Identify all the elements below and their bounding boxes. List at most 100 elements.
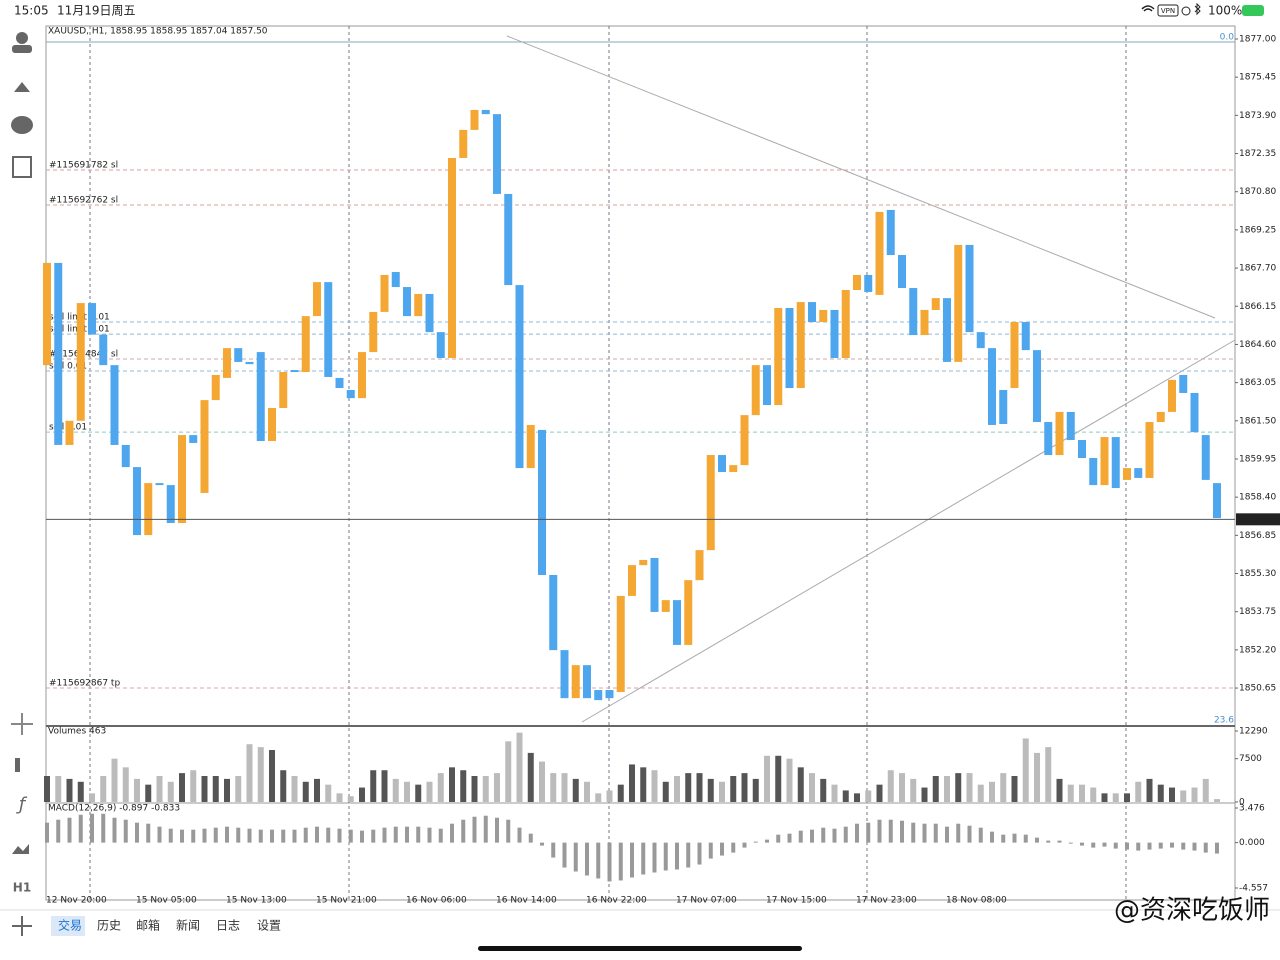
volume-bar bbox=[134, 778, 140, 802]
candle bbox=[1201, 435, 1210, 480]
macd-bar bbox=[607, 842, 612, 882]
trade-icon[interactable] bbox=[14, 82, 30, 92]
candle bbox=[324, 282, 333, 377]
macd-bar bbox=[1001, 834, 1006, 843]
candle bbox=[673, 600, 681, 645]
macd-bar bbox=[663, 842, 668, 871]
macd-bar bbox=[911, 822, 916, 843]
volume-bar bbox=[381, 770, 388, 802]
volume-bar bbox=[797, 767, 804, 802]
volume-bar bbox=[89, 793, 95, 802]
candle bbox=[560, 650, 569, 699]
candle bbox=[1066, 411, 1075, 441]
lock-icon bbox=[1181, 6, 1191, 16]
tab[interactable]: 邮箱 bbox=[136, 918, 160, 933]
y-tick-label: 1864.60 bbox=[1239, 340, 1276, 350]
volume-bar bbox=[224, 778, 230, 802]
volume-bar bbox=[584, 781, 590, 802]
candle bbox=[425, 293, 434, 333]
y-tick-label: 1852.20 bbox=[1239, 645, 1276, 655]
tab[interactable]: 历史 bbox=[97, 919, 121, 933]
volume-bar bbox=[269, 750, 275, 802]
y-tick-label: 1870.80 bbox=[1239, 187, 1276, 197]
chat-icon[interactable] bbox=[11, 116, 33, 134]
candle bbox=[751, 365, 760, 416]
volume-bar bbox=[1191, 787, 1198, 802]
tab[interactable]: 设置 bbox=[257, 919, 281, 933]
volume-bar bbox=[235, 776, 242, 802]
volume-bar bbox=[1101, 793, 1108, 802]
candle bbox=[549, 574, 558, 651]
chart-type-icon[interactable] bbox=[15, 758, 20, 772]
candle bbox=[1123, 468, 1131, 480]
account-icon[interactable] bbox=[16, 32, 28, 44]
macd-bar bbox=[56, 819, 61, 843]
volume-bar bbox=[685, 773, 692, 802]
add-button[interactable] bbox=[12, 916, 32, 936]
wifi-icon bbox=[1141, 5, 1155, 12]
candle bbox=[1168, 379, 1176, 412]
macd-bar bbox=[315, 826, 319, 843]
volume-bar bbox=[865, 790, 872, 802]
volume-bar bbox=[302, 781, 309, 802]
volume-bar bbox=[516, 732, 523, 802]
volume-bar bbox=[347, 796, 354, 802]
candle bbox=[796, 302, 805, 389]
macd-bar bbox=[843, 826, 848, 843]
candle bbox=[1021, 322, 1030, 351]
macd-bar bbox=[146, 823, 151, 843]
timeframe-button[interactable]: H1 bbox=[13, 881, 31, 895]
macd-bar bbox=[888, 819, 893, 843]
candle bbox=[1078, 440, 1086, 458]
y-tick-label: 0.000 bbox=[1239, 838, 1265, 848]
macd-bar bbox=[708, 842, 713, 859]
new-order-icon[interactable] bbox=[12, 156, 32, 178]
active-tab-bg bbox=[51, 916, 85, 936]
crosshair-icon[interactable] bbox=[11, 713, 33, 735]
volume-bar bbox=[494, 773, 500, 802]
macd-bar bbox=[776, 834, 781, 843]
tab[interactable]: 交易 bbox=[58, 918, 82, 933]
candle bbox=[1190, 392, 1199, 433]
candle bbox=[763, 365, 771, 406]
volume-bar bbox=[505, 741, 512, 802]
x-tick-label: 17 Nov 23:00 bbox=[856, 896, 917, 906]
macd-bar bbox=[157, 826, 162, 843]
tab[interactable]: 日志 bbox=[216, 919, 240, 933]
battery-percent: 100% bbox=[1208, 4, 1242, 18]
volume-bar bbox=[977, 784, 984, 802]
objects-icon[interactable] bbox=[12, 844, 29, 854]
candle bbox=[1089, 457, 1098, 486]
volume-bar bbox=[111, 758, 118, 802]
volume-bar bbox=[809, 773, 815, 802]
y-tick-label: 1867.70 bbox=[1239, 264, 1276, 274]
macd-bar bbox=[686, 842, 691, 868]
volume-bar bbox=[854, 793, 860, 802]
volume-bar bbox=[899, 773, 905, 802]
macd-bar bbox=[1215, 842, 1219, 854]
candle bbox=[391, 272, 400, 288]
macd-bar bbox=[112, 817, 117, 843]
candle bbox=[740, 415, 749, 466]
x-tick-label: 15 Nov 05:00 bbox=[136, 896, 197, 906]
x-tick-label: 17 Nov 07:00 bbox=[676, 896, 737, 906]
volume-bar bbox=[707, 778, 714, 802]
candle bbox=[594, 690, 603, 701]
volume-bar bbox=[471, 776, 478, 802]
macd-bar bbox=[990, 831, 994, 843]
macd-bar bbox=[967, 825, 972, 843]
candle bbox=[436, 332, 445, 358]
macd-bar bbox=[922, 823, 927, 843]
volume-bar bbox=[336, 793, 343, 802]
indicator-icon[interactable]: ƒ bbox=[16, 794, 28, 815]
candle bbox=[661, 600, 670, 612]
volume-bar bbox=[955, 773, 962, 802]
x-tick-label: 16 Nov 14:00 bbox=[496, 896, 557, 906]
macd-bar bbox=[360, 830, 364, 843]
tab[interactable]: 新闻 bbox=[176, 918, 200, 933]
volume-bar bbox=[482, 776, 489, 802]
volume-bar bbox=[77, 781, 84, 802]
y-tick-label: -4.557 bbox=[1239, 884, 1268, 894]
macd-bar bbox=[1181, 842, 1186, 850]
candle bbox=[200, 400, 209, 493]
